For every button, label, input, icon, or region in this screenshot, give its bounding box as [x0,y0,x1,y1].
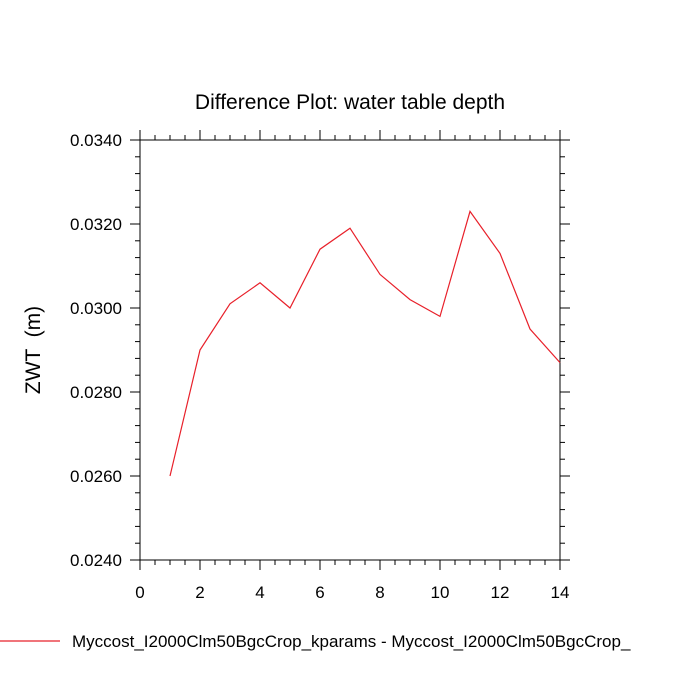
axis-ticks: 0 2 4 6 8 10 12 14 0.0240 0.0260 0.0280 0.0300 0.032… [70,130,570,602]
x-tick-label: 8 [375,583,384,602]
y-tick-label: 0.0240 [70,551,122,570]
series-layer [169,210,561,477]
x-tick-label: 2 [195,583,204,602]
series-line [169,210,561,477]
chart-title: Difference Plot: water table depth [195,91,505,114]
plot-frame [139,139,561,561]
x-tick-label: 12 [491,583,510,602]
y-tick-label: 0.0320 [70,215,122,234]
x-tick-label: 6 [315,583,324,602]
y-tick-label: 0.0340 [70,131,122,150]
x-tick-label: 4 [255,583,264,602]
y-axis-label: ZWT (m) [22,306,45,394]
legend-label: Myccost_I2000Clm50BgcCrop_kparams - Mycc… [72,632,631,651]
legend: Myccost_I2000Clm50BgcCrop_kparams - Mycc… [0,632,631,651]
y-tick-label: 0.0280 [70,383,122,402]
x-tick-label: 14 [551,583,570,602]
y-tick-label: 0.0260 [70,467,122,486]
y-tick-label: 0.0300 [70,299,122,318]
x-tick-label: 10 [431,583,450,602]
x-tick-label: 0 [135,583,144,602]
